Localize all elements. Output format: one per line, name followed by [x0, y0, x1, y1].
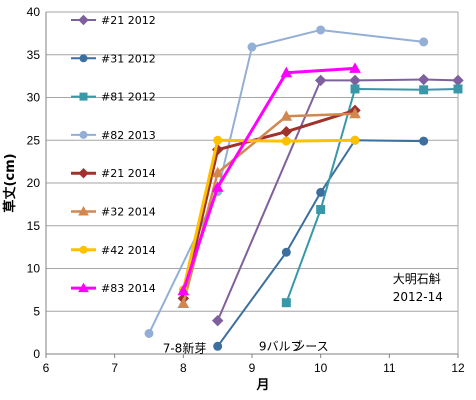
data-point — [314, 74, 327, 87]
legend-label: #31 2012 — [101, 52, 156, 65]
data-point — [144, 328, 154, 338]
series-3 — [281, 84, 463, 308]
x-tick-label: 6 — [43, 361, 50, 375]
y-tick-label: 30 — [27, 91, 41, 105]
annotation-text: 2012-14 — [393, 290, 443, 304]
data-point — [349, 62, 361, 73]
x-tick-label: 12 — [451, 361, 465, 375]
data-point — [213, 135, 223, 145]
y-tick-label: 0 — [33, 347, 40, 361]
data-point — [419, 136, 429, 146]
data-point — [280, 66, 293, 78]
series-group — [144, 25, 464, 351]
legend-label: #32 2014 — [101, 206, 156, 219]
annotation-text: 9バルブ — [259, 339, 303, 354]
data-point — [213, 341, 223, 351]
data-point — [78, 14, 89, 26]
data-point — [78, 205, 89, 216]
data-point — [350, 84, 360, 94]
annotation-text: 7-8新芽 — [163, 340, 207, 355]
data-point — [79, 54, 88, 63]
x-tick-label: 7 — [111, 361, 118, 375]
y-axis-title: 草丈(cm) — [2, 153, 18, 212]
legend-label: #21 2014 — [101, 167, 156, 180]
series-line — [181, 66, 356, 292]
legend-item: #82 2013 — [71, 129, 156, 142]
data-point — [419, 85, 429, 95]
series-line — [181, 138, 356, 291]
legend: #21 2012 #31 2012 #81 2012 #82 2013 #21 2014… — [71, 14, 156, 295]
annotation-text: シース — [293, 340, 328, 354]
legend-label: #83 2014 — [101, 282, 156, 295]
data-point — [281, 247, 291, 257]
y-tick-label: 5 — [33, 304, 40, 318]
series-2 — [213, 135, 429, 351]
data-point — [419, 37, 429, 47]
data-point — [417, 73, 430, 86]
data-point — [211, 314, 224, 327]
y-tick-label: 20 — [27, 176, 41, 190]
legend-item: #81 2012 — [71, 91, 156, 104]
data-point — [79, 245, 88, 254]
data-point — [78, 167, 89, 179]
data-point — [79, 130, 88, 139]
data-point — [316, 25, 326, 35]
data-point — [247, 42, 257, 52]
data-point — [316, 205, 326, 215]
legend-item: #31 2012 — [71, 52, 156, 65]
data-point — [211, 181, 224, 192]
legend-item: #21 2014 — [71, 167, 156, 180]
series-1 — [211, 73, 464, 327]
x-tick-label: 11 — [383, 361, 396, 375]
legend-label: #82 2013 — [101, 129, 156, 142]
data-point — [281, 298, 291, 308]
series-8 — [177, 62, 361, 296]
legend-label: #42 2014 — [101, 244, 156, 257]
data-point — [78, 282, 89, 293]
data-point — [350, 135, 360, 145]
legend-item: #21 2012 — [71, 14, 156, 27]
data-point — [79, 92, 88, 101]
y-tick-label: 15 — [27, 219, 41, 233]
y-tick-label: 40 — [27, 5, 41, 19]
data-point — [177, 284, 190, 296]
data-point — [316, 187, 326, 197]
data-point — [453, 84, 463, 94]
data-point — [281, 136, 291, 146]
y-tick-label: 10 — [27, 262, 41, 276]
x-tick-label: 8 — [180, 361, 187, 375]
data-point — [349, 107, 361, 119]
legend-item: #42 2014 — [71, 244, 156, 257]
legend-label: #21 2012 — [101, 14, 156, 27]
y-tick-label: 25 — [27, 133, 41, 147]
legend-label: #81 2012 — [101, 91, 156, 104]
axes: 0 5 10 15 20 25 30 35 40 6 7 8 9 10 11 12 — [27, 5, 465, 375]
annotation-text: 大明石斛 — [393, 272, 441, 286]
legend-item: #83 2014 — [71, 282, 156, 295]
data-point — [177, 297, 190, 309]
legend-item: #32 2014 — [71, 206, 156, 219]
data-point — [280, 110, 293, 121]
x-axis-title: 月 — [255, 378, 269, 393]
x-tick-label: 9 — [249, 361, 256, 375]
y-tick-label: 35 — [27, 48, 41, 62]
x-tick-label: 10 — [314, 361, 328, 375]
data-point — [211, 166, 224, 178]
